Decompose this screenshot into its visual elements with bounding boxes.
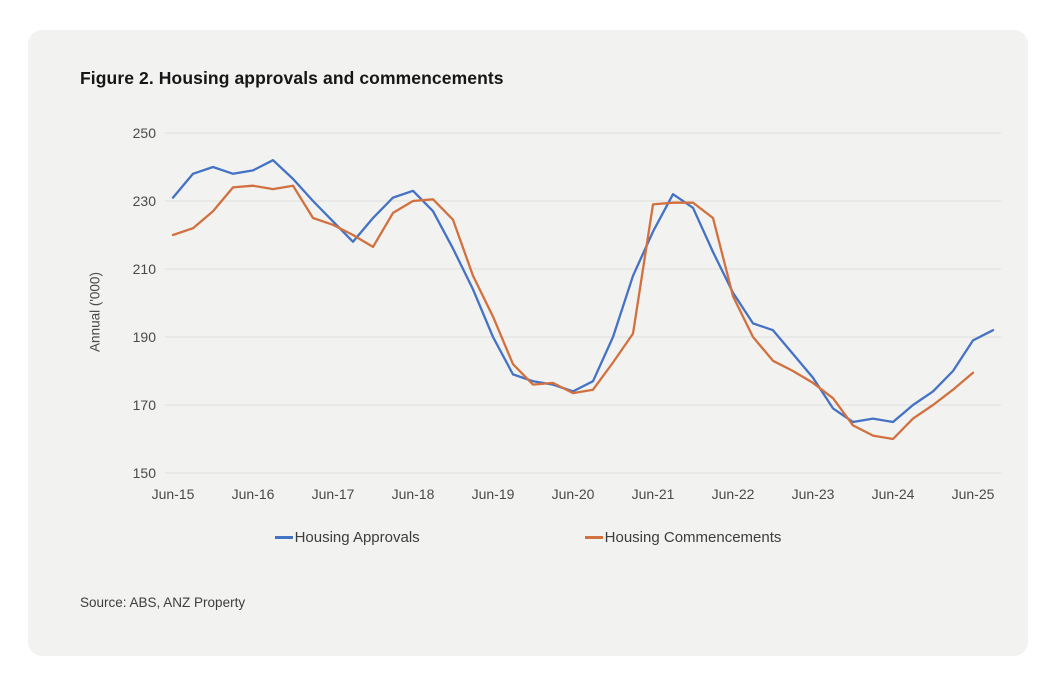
x-tick-label: Jun-23 xyxy=(792,486,835,502)
x-tick-label: Jun-21 xyxy=(632,486,675,502)
legend: Housing Approvals Housing Commencements xyxy=(0,529,1056,546)
legend-item-commencements: Housing Commencements xyxy=(584,529,782,546)
x-tick-label: Jun-20 xyxy=(552,486,595,502)
legend-label-commencements: Housing Commencements xyxy=(604,529,782,546)
y-tick-label: 210 xyxy=(133,261,157,277)
y-tick-label: 150 xyxy=(133,465,157,481)
y-tick-label: 230 xyxy=(133,193,157,209)
x-tick-label: Jun-19 xyxy=(472,486,515,502)
commencements-line xyxy=(171,184,975,441)
approvals-line-swatch xyxy=(274,536,293,539)
commencements-line-swatch xyxy=(584,536,603,539)
y-tick-label: 170 xyxy=(133,397,157,413)
source-note: Source: ABS, ANZ Property xyxy=(80,595,246,610)
x-tick-label: Jun-22 xyxy=(712,486,755,502)
y-tick-label: 190 xyxy=(133,329,157,345)
x-tick-label: Jun-18 xyxy=(392,486,435,502)
approvals-line xyxy=(171,159,995,424)
figure-title: Figure 2. Housing approvals and commence… xyxy=(80,68,504,88)
x-tick-label: Jun-25 xyxy=(952,486,995,502)
x-tick-label: Jun-15 xyxy=(152,486,195,502)
y-tick-label: 250 xyxy=(133,125,157,141)
legend-label-approvals: Housing Approvals xyxy=(294,529,420,546)
legend-item-approvals: Housing Approvals xyxy=(274,529,420,546)
chart-card xyxy=(28,30,1028,656)
x-tick-label: Jun-17 xyxy=(312,486,355,502)
x-tick-label: Jun-24 xyxy=(872,486,915,502)
x-tick-label: Jun-16 xyxy=(232,486,275,502)
